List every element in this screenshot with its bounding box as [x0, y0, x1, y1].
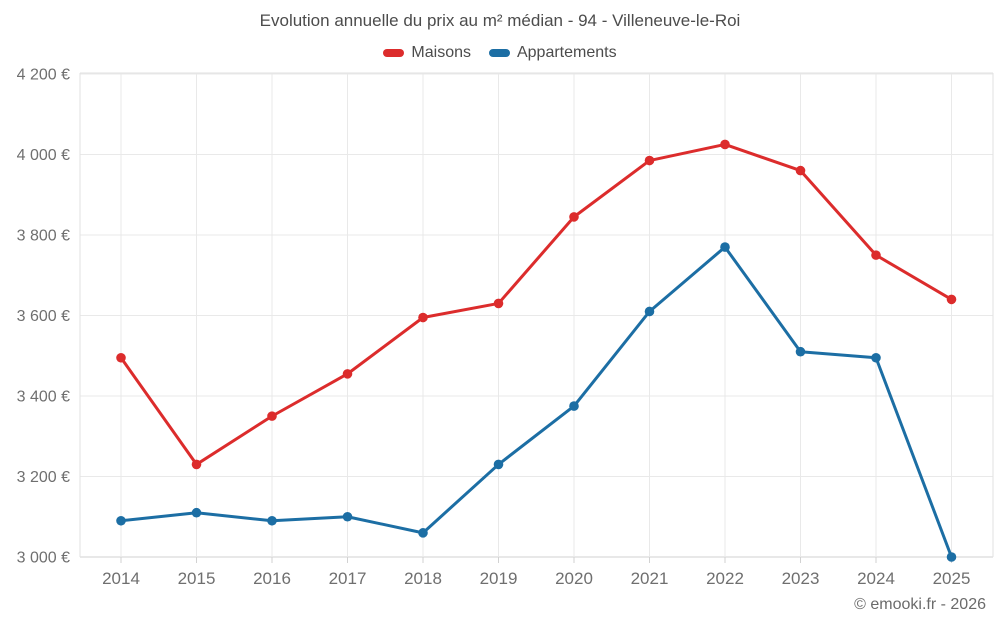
y-axis-tick-label: 3 200 € [17, 469, 70, 486]
maisons-point-2023[interactable] [795, 165, 806, 176]
x-axis-tick-label: 2014 [102, 569, 140, 588]
maisons-point-2025[interactable] [946, 294, 957, 305]
x-axis-tick-label: 2024 [857, 569, 895, 588]
chart-title: Evolution annuelle du prix au m² médian … [259, 11, 741, 30]
appartements-legend-label: Appartements [516, 44, 617, 61]
appartements-legend-swatch [488, 49, 510, 57]
maisons-point-2022[interactable] [720, 139, 730, 150]
maisons-point-2015[interactable] [191, 459, 202, 470]
maisons-point-2017[interactable] [342, 369, 353, 379]
attribution: © emooki.fr - 2026 [854, 596, 986, 613]
legend: Maisons Appartements [0, 44, 1000, 62]
maisons-legend-swatch [383, 49, 405, 57]
x-axis-tick-label: 2025 [933, 569, 971, 588]
maisons-point-2024[interactable] [871, 250, 881, 260]
appartements-point-2018[interactable] [418, 528, 428, 538]
appartements-point-2021[interactable] [644, 306, 655, 317]
y-axis-tick-label: 3 000 € [17, 550, 70, 567]
y-axis-tick-label: 4 200 € [17, 67, 70, 84]
y-axis-tick-label: 3 800 € [17, 228, 70, 245]
appartements-point-2023[interactable] [795, 346, 806, 357]
y-axis-tick-label: 3 600 € [17, 308, 70, 325]
appartements-point-2025[interactable] [946, 552, 957, 562]
y-axis-tick-label: 3 400 € [17, 389, 70, 406]
maisons-legend-label: Maisons [411, 44, 471, 61]
appartements-point-2020[interactable] [569, 401, 579, 411]
appartements-point-2022[interactable] [720, 242, 730, 252]
x-axis-tick-label: 2018 [404, 569, 442, 588]
maisons-point-2021[interactable] [644, 155, 655, 166]
appartements-point-2019[interactable] [493, 459, 504, 470]
maisons-point-2019[interactable] [493, 298, 504, 309]
x-axis-tick-label: 2015 [178, 569, 216, 588]
maisons-point-2018[interactable] [418, 312, 428, 323]
maisons-point-2014[interactable] [116, 352, 126, 363]
appartements-point-2016[interactable] [267, 515, 277, 526]
x-axis-tick-label: 2021 [631, 569, 669, 588]
x-axis-tick-label: 2020 [555, 569, 593, 588]
legend-item-maisons[interactable]: Maisons [383, 44, 471, 62]
maisons-point-2020[interactable] [569, 212, 579, 222]
x-axis-tick-label: 2023 [782, 569, 820, 588]
appartements-point-2017[interactable] [342, 511, 353, 522]
maisons-point-2016[interactable] [267, 411, 277, 421]
x-axis-tick-label: 2017 [329, 569, 367, 588]
appartements-point-2014[interactable] [116, 515, 126, 526]
appartements-point-2015[interactable] [191, 507, 202, 518]
y-axis-tick-label: 4 000 € [17, 147, 70, 164]
appartements-point-2024[interactable] [871, 352, 881, 363]
appartements-line [119, 245, 953, 559]
x-axis-tick-label: 2019 [480, 569, 518, 588]
x-axis-tick-label: 2022 [706, 569, 744, 588]
x-axis-tick-label: 2016 [253, 569, 291, 588]
legend-item-appartements[interactable]: Appartements [488, 44, 617, 62]
maisons-line [119, 142, 953, 466]
